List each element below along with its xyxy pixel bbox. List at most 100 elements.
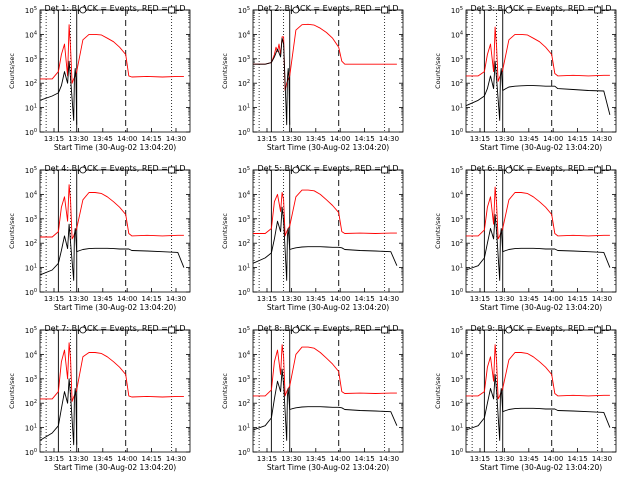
- x-tick-label: 13:15: [44, 455, 64, 463]
- chart-panel-9: Det 9: BLACK = Events, RED = LLD 100 101 10…: [434, 324, 617, 472]
- x-tick-label: 13:15: [44, 295, 64, 303]
- y-tick-label: 100: [238, 448, 250, 457]
- lld-series-line: [253, 189, 397, 237]
- y-tick-label: 105: [238, 6, 250, 15]
- x-tick-label: 13:30: [68, 295, 88, 303]
- x-axis-label: Start Time (30-Aug-02 13:04:20): [54, 143, 176, 152]
- lld-series-line: [253, 23, 397, 91]
- x-tick-label: 13:30: [281, 455, 301, 463]
- y-tick-label: 101: [25, 424, 37, 433]
- x-tick-label: 14:15: [568, 295, 588, 303]
- x-axis-label: Start Time (30-Aug-02 13:04:20): [480, 303, 602, 312]
- x-tick-label: 14:00: [543, 295, 563, 303]
- chart-title: Det 5: BLACK = Events, RED = LLD: [258, 164, 399, 173]
- y-tick-label: 103: [25, 55, 37, 64]
- y-tick-label: 102: [238, 239, 250, 248]
- y-tick-label: 101: [25, 104, 37, 113]
- events-series-line: [465, 60, 611, 121]
- y-tick-label: 104: [25, 350, 37, 359]
- circle-marker: [79, 326, 87, 334]
- x-tick-label: 13:30: [494, 135, 514, 143]
- x-tick-label: 14:15: [355, 135, 375, 143]
- x-tick-label: 14:00: [330, 455, 350, 463]
- x-tick-label: 13:45: [93, 455, 113, 463]
- y-tick-label: 100: [451, 288, 463, 297]
- x-tick-label: 13:45: [519, 135, 539, 143]
- x-tick-label: 14:30: [592, 135, 612, 143]
- y-tick-label: 100: [451, 128, 463, 137]
- x-axis-label: Start Time (30-Aug-02 13:04:20): [267, 143, 389, 152]
- chart-panel-1: Det 1: BLACK = Events, RED = LLD 100 101 10…: [8, 4, 191, 152]
- y-tick-label: 102: [451, 79, 463, 88]
- plot-frame: [39, 329, 191, 453]
- x-tick-label: 13:45: [93, 135, 113, 143]
- lld-series-line: [40, 342, 184, 402]
- events-series-line: [39, 378, 78, 446]
- lld-series-line: [466, 344, 610, 400]
- x-tick-label: 13:45: [93, 295, 113, 303]
- y-tick-label: 101: [238, 264, 250, 273]
- chart-title: Det 6: BLACK = Events, RED = LLD: [471, 164, 612, 173]
- lld-series-line: [466, 186, 610, 240]
- y-axis-label: Counts/sec: [8, 213, 16, 249]
- chart-panel-6: Det 6: BLACK = Events, RED = LLD 100 101 10…: [434, 164, 617, 312]
- y-tick-label: 104: [238, 350, 250, 359]
- plot-frame: [252, 9, 404, 133]
- y-tick-label: 102: [25, 239, 37, 248]
- x-tick-label: 14:30: [379, 135, 399, 143]
- y-axis-label: Counts/sec: [434, 373, 442, 409]
- lld-series-line: [40, 24, 184, 84]
- y-tick-label: 101: [25, 264, 37, 273]
- y-tick-label: 100: [451, 448, 463, 457]
- chart-panel-4: Det 4: BLACK = Events, RED = LLD 100 101 10…: [8, 164, 191, 312]
- y-axis-label: Counts/sec: [434, 53, 442, 89]
- circle-marker: [505, 166, 513, 174]
- lld-series-line: [40, 184, 184, 240]
- lld-series-line: [466, 26, 610, 82]
- x-tick-label: 13:15: [257, 135, 277, 143]
- plot-frame: [465, 9, 617, 133]
- x-tick-label: 14:00: [543, 455, 563, 463]
- x-tick-label: 14:15: [142, 135, 162, 143]
- x-tick-label: 14:15: [568, 455, 588, 463]
- x-axis-label: Start Time (30-Aug-02 13:04:20): [267, 463, 389, 472]
- x-tick-label: 14:30: [166, 455, 186, 463]
- x-axis-label: Start Time (30-Aug-02 13:04:20): [54, 303, 176, 312]
- events-series-line: [253, 37, 291, 126]
- x-tick-label: 14:15: [568, 135, 588, 143]
- chart-panel-3: Det 3: BLACK = Events, RED = LLD 100 101 10…: [434, 4, 617, 152]
- y-tick-label: 105: [451, 166, 463, 175]
- x-tick-label: 13:45: [306, 135, 326, 143]
- y-tick-label: 105: [451, 326, 463, 335]
- plot-frame: [465, 169, 617, 293]
- y-tick-label: 102: [451, 239, 463, 248]
- y-tick-label: 103: [451, 375, 463, 384]
- circle-marker: [505, 326, 513, 334]
- x-axis-label: Start Time (30-Aug-02 13:04:20): [54, 463, 176, 472]
- x-tick-label: 14:00: [543, 135, 563, 143]
- chart-title: Det 2: BLACK = Events, RED = LLD: [258, 4, 399, 13]
- x-tick-label: 13:30: [494, 295, 514, 303]
- chart-panel-8: Det 8: BLACK = Events, RED = LLD 100 101 10…: [221, 324, 404, 472]
- x-axis-label: Start Time (30-Aug-02 13:04:20): [267, 303, 389, 312]
- y-tick-label: 103: [451, 215, 463, 224]
- y-axis-label: Counts/sec: [8, 373, 16, 409]
- circle-marker: [505, 6, 513, 14]
- y-tick-label: 105: [451, 6, 463, 15]
- lld-series-line: [253, 344, 397, 397]
- x-tick-label: 14:15: [142, 455, 162, 463]
- y-tick-label: 100: [25, 128, 37, 137]
- events-series-line: [39, 223, 185, 281]
- square-marker: [168, 326, 176, 334]
- y-tick-label: 105: [25, 326, 37, 335]
- x-tick-label: 13:30: [281, 135, 301, 143]
- x-tick-label: 13:15: [470, 295, 490, 303]
- y-tick-label: 102: [238, 79, 250, 88]
- y-axis-label: Counts/sec: [221, 373, 229, 409]
- y-tick-label: 103: [238, 215, 250, 224]
- chart-title: Det 8: BLACK = Events, RED = LLD: [258, 324, 399, 333]
- x-tick-label: 13:45: [519, 455, 539, 463]
- y-tick-label: 102: [451, 399, 463, 408]
- circle-marker: [292, 166, 300, 174]
